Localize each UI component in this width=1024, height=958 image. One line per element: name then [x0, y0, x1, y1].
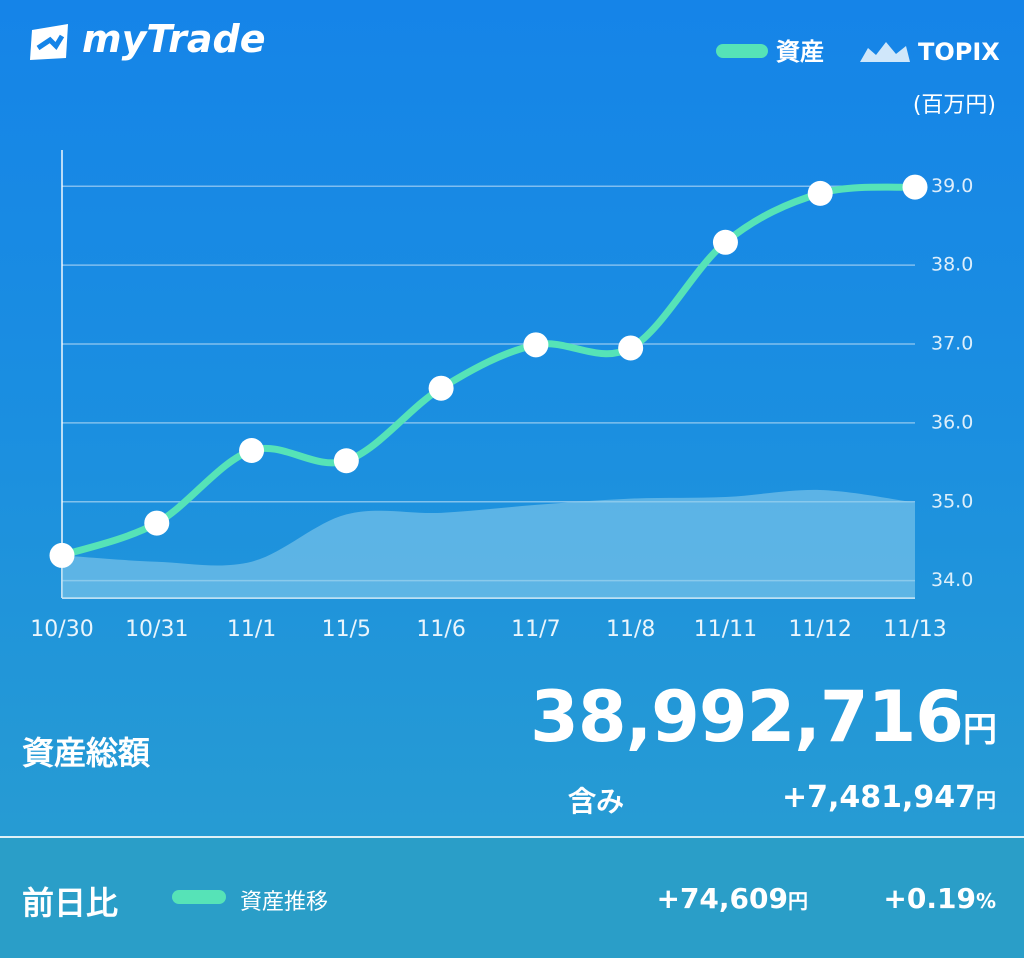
data-point: [523, 332, 549, 358]
change-value: +74,609: [656, 882, 788, 915]
data-point: [239, 438, 265, 464]
unrealized-unit: 円: [976, 788, 996, 812]
logo-icon: [30, 24, 68, 60]
chart: myTrade 資産 TOPIX (百万円) 34.0 35.0 36.0 37.0 3…: [30, 17, 1000, 642]
legend-swatch: [860, 42, 910, 62]
change-unit: 円: [788, 889, 808, 913]
data-point: [144, 510, 170, 536]
change-amount: +74,609円: [656, 882, 808, 915]
y-tick-label: 39.0: [931, 175, 973, 197]
change-label: 前日比: [22, 884, 119, 922]
logo-text: myTrade: [82, 17, 265, 61]
y-tick-label: 34.0: [931, 569, 973, 591]
unrealized-amount: +7,481,947円: [782, 780, 996, 815]
x-tick-label: 11/5: [322, 617, 371, 642]
y-tick-label: 38.0: [931, 254, 973, 276]
legend-label: 資産推移: [240, 890, 329, 915]
total-amount: 38,992,716円: [530, 676, 997, 758]
data-point: [712, 229, 738, 255]
total-unit: 円: [963, 710, 997, 750]
topix-area: [62, 489, 915, 598]
total-value: 38,992,716: [530, 676, 964, 758]
data-point: [333, 448, 359, 474]
data-point: [49, 542, 75, 568]
x-tick-label: 11/7: [511, 617, 560, 642]
x-tick-label: 11/6: [416, 617, 465, 642]
x-tick-label: 11/8: [606, 617, 655, 642]
x-tick-label: 10/31: [125, 617, 188, 642]
unrealized-value: +7,481,947: [781, 780, 976, 815]
x-tick-label: 11/13: [883, 617, 946, 642]
unit-label: (百万円): [913, 93, 996, 118]
data-point: [807, 180, 833, 206]
x-tick-label: 11/12: [789, 617, 852, 642]
y-tick-label: 35.0: [931, 490, 973, 512]
footer-bar: 前日比 資産推移 +74,609円 +0.19%: [0, 836, 1024, 958]
asset-line: [58, 183, 919, 559]
y-tick-label: 37.0: [931, 333, 973, 355]
y-tick-label: 36.0: [931, 411, 973, 433]
legend-swatch: [716, 44, 768, 58]
data-point: [618, 335, 644, 361]
data-point: [902, 174, 928, 200]
legend-label: TOPIX: [918, 38, 1000, 66]
change-percent: +0.19%: [883, 882, 996, 915]
unrealized-label: 含み: [568, 785, 625, 818]
x-tick-label: 11/1: [227, 617, 276, 642]
x-tick-label: 11/11: [694, 617, 757, 642]
data-point: [428, 375, 454, 401]
x-tick-label: 10/30: [30, 617, 93, 642]
total-label: 資産総額: [22, 734, 151, 772]
percent-value: +0.19: [883, 882, 976, 915]
percent-unit: %: [975, 889, 996, 913]
legend-label: 資産: [776, 38, 824, 66]
legend-swatch: [172, 890, 226, 904]
